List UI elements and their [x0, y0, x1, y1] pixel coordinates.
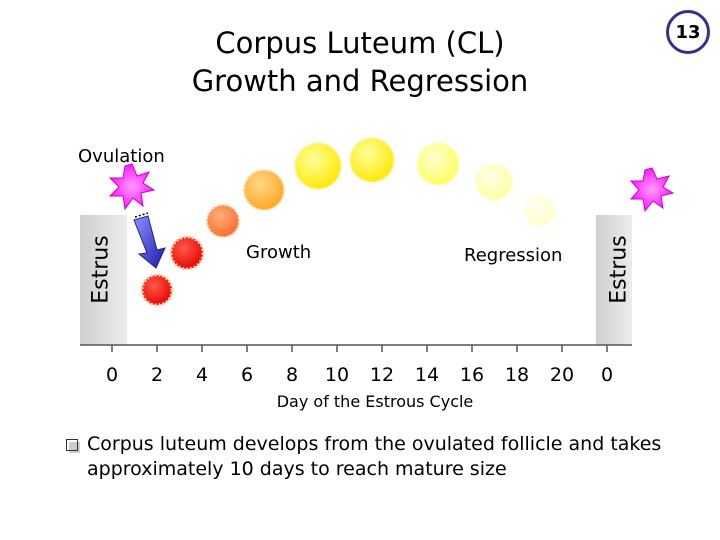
bullet-line-2: approximately 10 days to reach mature si…: [87, 458, 507, 480]
tick-label: 2: [150, 364, 164, 386]
ovulation-label: Ovulation: [78, 146, 165, 167]
bullet-line-1: Corpus luteum develops from the ovulated…: [87, 433, 662, 455]
x-axis-label: Day of the Estrous Cycle: [276, 392, 474, 411]
slide-number-badge: 13: [666, 10, 710, 54]
bullet-checkbox-icon: [66, 438, 80, 453]
cl-day15: [475, 163, 513, 201]
tick-label: 14: [414, 364, 440, 386]
cl-day6: [243, 169, 285, 211]
cl-day10: [349, 137, 395, 183]
x-axis: [80, 344, 632, 352]
cl-day5: [206, 204, 240, 238]
ovulation-star-left: [108, 163, 156, 211]
tick-label: 6: [240, 364, 254, 386]
tick-label: 10: [324, 364, 350, 386]
tick-label: 0: [105, 364, 119, 386]
slide-number: 13: [675, 21, 701, 43]
cl-circles: [140, 137, 556, 307]
tick-label: 20: [549, 364, 575, 386]
ovulation-star-right: [629, 167, 675, 213]
cl-day13: [416, 142, 460, 186]
cl-day8: [294, 142, 342, 190]
tick-label: 4: [195, 364, 209, 386]
title-line-1: Corpus Luteum (CL): [215, 26, 505, 60]
tick-label: 12: [369, 364, 395, 386]
regression-label: Regression: [464, 245, 563, 266]
tick-label: 16: [459, 364, 485, 386]
cl-day4: [169, 235, 205, 271]
title-line-2: Growth and Regression: [191, 64, 529, 98]
growth-label: Growth: [246, 242, 312, 263]
tick-label: 8: [285, 364, 299, 386]
estrus-bar-left: [80, 215, 127, 345]
ovulation-arrow: [133, 212, 166, 269]
tick-label: 0: [600, 364, 614, 386]
cl-day17: [524, 195, 556, 227]
cl-day1: [140, 273, 174, 307]
tick-label: 18: [504, 364, 530, 386]
estrus-bar-right: [596, 215, 632, 345]
